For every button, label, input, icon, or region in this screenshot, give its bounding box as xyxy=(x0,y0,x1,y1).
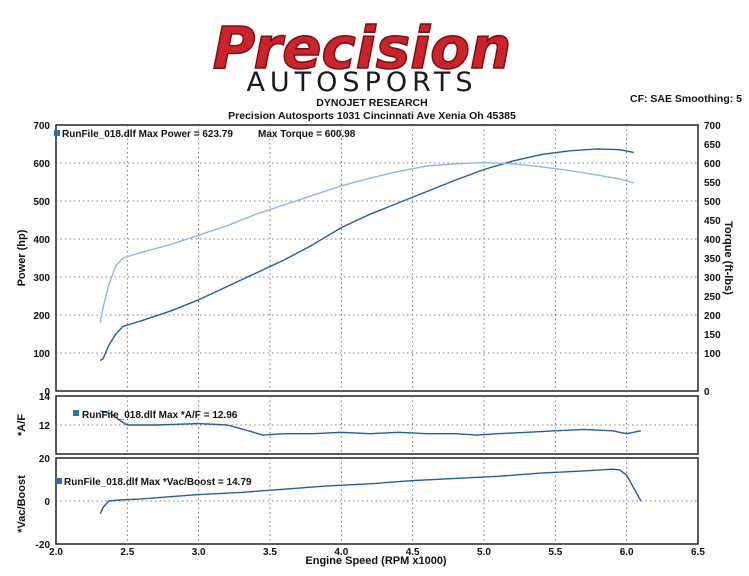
boost-legend: RunFile_018.dlf Max *Vac/Boost = 14.79 xyxy=(64,477,252,488)
y-tick-label: -20 xyxy=(36,540,51,551)
y-tick-label: 100 xyxy=(33,349,50,360)
af-line xyxy=(100,410,642,436)
x-tick-label: 3.5 xyxy=(263,547,277,558)
torque-axis-ticks: 0 100 150 200 250 300 350 400 450 500 550 600 650 700 xyxy=(704,121,721,398)
boost-axis-ticks: 20 0 -20 xyxy=(36,454,51,551)
af-axis-ticks: 14 12 xyxy=(39,392,51,432)
y-tick-label: 400 xyxy=(33,235,50,246)
power-line xyxy=(99,148,634,362)
power-plot-frame xyxy=(55,124,699,392)
x-tick-label: 2.5 xyxy=(120,547,134,558)
y2-tick-label: 150 xyxy=(704,330,721,341)
rpm-axis-ticks: 2.0 2.5 3.0 3.5 4.0 4.5 5.0 5.5 6.0 6.5 xyxy=(49,547,705,558)
y2-tick-label: 700 xyxy=(704,121,721,132)
logo-wordmark: Precision xyxy=(213,14,511,82)
torque-axis-label: Torque (ft-lbs) xyxy=(722,221,734,295)
x-tick-label: 5.0 xyxy=(477,547,491,558)
y2-tick-label: 400 xyxy=(704,235,721,246)
y-tick-label: 12 xyxy=(39,421,51,432)
y2-tick-label: 300 xyxy=(704,273,721,284)
af-legend: RunFile_018.dlf Max *A/F = 12.96 xyxy=(82,410,238,421)
y-tick-label: 500 xyxy=(33,197,50,208)
y2-tick-label: 450 xyxy=(704,216,721,227)
boost-panel: 20 0 -20 2.0 2.5 3.0 3.5 4.0 4.5 5.0 5.5 6.0 6.5 Ru… xyxy=(16,454,705,567)
logo-subtitle: AUTOSPORTS xyxy=(246,67,477,98)
y2-tick-label: 500 xyxy=(704,197,721,208)
y2-tick-label: 350 xyxy=(704,254,721,265)
x-tick-label: 6.5 xyxy=(691,547,705,558)
y2-tick-label: 200 xyxy=(704,311,721,322)
x-tick-label: 4.5 xyxy=(406,547,420,558)
power-torque-panel: 0 100 200 300 400 500 600 700 0 100 150 200 250 300 3… xyxy=(16,121,734,398)
y2-tick-label: 600 xyxy=(704,159,721,170)
x-tick-label: 5.5 xyxy=(548,547,562,558)
correction-info: CF: SAE Smoothing: 5 xyxy=(630,93,742,105)
y2-tick-label: 650 xyxy=(704,140,721,151)
y2-tick-label: 0 xyxy=(704,387,710,398)
af-axis-label: *A/F xyxy=(16,414,28,436)
power-grid xyxy=(56,125,698,391)
boost-axis-label: *Vac/Boost xyxy=(16,475,28,533)
x-tick-label: 2.0 xyxy=(49,547,63,558)
y-tick-label: 0 xyxy=(44,497,50,508)
y-tick-label: 300 xyxy=(33,273,50,284)
power-axis-ticks: 0 100 200 300 400 500 600 700 xyxy=(33,121,50,398)
boost-grid xyxy=(56,458,698,544)
af-lines xyxy=(100,410,642,436)
boost-legend-swatch xyxy=(56,478,62,484)
y-tick-label: 600 xyxy=(33,159,50,170)
report-title: DYNOJET RESEARCH xyxy=(316,97,427,109)
af-grid xyxy=(56,396,698,454)
report-subtitle: Precision Autosports 1031 Cincinnati Ave… xyxy=(228,110,516,122)
af-panel: 14 12 RunFile_018.dlf Max *A/F = 12.96 *A… xyxy=(16,392,699,455)
rpm-axis-label: Engine Speed (RPM x1000) xyxy=(305,555,447,567)
power-legend-swatch xyxy=(54,130,60,136)
af-legend-swatch xyxy=(73,410,79,416)
power-legend: RunFile_018.dlf Max Power = 623.79 xyxy=(62,129,233,140)
x-tick-label: 6.0 xyxy=(620,547,634,558)
y-tick-label: 700 xyxy=(33,121,50,132)
y-tick-label: 200 xyxy=(33,311,50,322)
x-tick-label: 3.0 xyxy=(192,547,206,558)
boost-line xyxy=(99,468,642,515)
y2-tick-label: 250 xyxy=(704,292,721,303)
x-tick-label: 4.0 xyxy=(334,547,348,558)
power-torque-lines xyxy=(99,148,634,362)
y-tick-label: 0 xyxy=(44,387,50,398)
y2-tick-label: 100 xyxy=(704,349,721,360)
torque-legend: Max Torque = 600.98 xyxy=(258,129,356,140)
power-axis-label: Power (hp) xyxy=(16,229,28,286)
y-tick-label: 14 xyxy=(39,392,51,403)
torque-line xyxy=(99,161,634,323)
boost-lines xyxy=(99,468,642,515)
y2-tick-label: 550 xyxy=(704,178,721,189)
y-tick-label: 20 xyxy=(39,454,51,465)
